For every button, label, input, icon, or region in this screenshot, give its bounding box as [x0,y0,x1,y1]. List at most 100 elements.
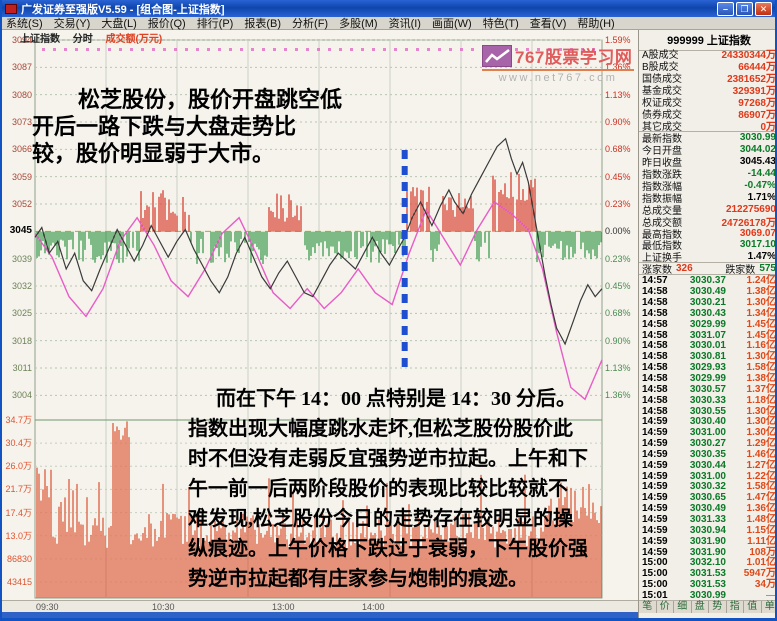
panel-tab-7[interactable]: 单 [762,601,776,613]
tick-row: 14:59 3031.00 1.30亿 [642,427,776,439]
panel-divider [638,30,639,621]
menu-item-11[interactable]: 查看(V) [529,18,567,30]
tick-row: 14:58 3030.81 1.30亿 [642,351,776,363]
percent-tick-label: 0.45% [605,171,631,182]
tick-row: 15:00 3031.53 34万 [642,579,776,591]
tick-row: 14:59 3030.27 1.29亿 [642,438,776,450]
annotation-bottom: 而在下午 14：00 点特别是 14：30 分后。 指数出现大幅度跳水走坏,但松芝… [188,388,588,590]
price-tick-label: 3059 [11,171,32,182]
stats-row: A股成交 24330344万 [642,50,776,62]
tick-row: 14:58 3029.99 1.45亿 [642,318,776,330]
stats-row: 今日开盘 3044.02 [642,143,776,157]
menu-item-2[interactable]: 大盘(L) [101,18,137,30]
menu-item-9[interactable]: 画面(W) [431,18,472,30]
menu-item-8[interactable]: 资讯(I) [388,18,421,30]
stats-row: 国债成交 2381652万 [642,74,776,86]
menu-item-3[interactable]: 报价(Q) [147,18,186,30]
chart-header: 上证指数 分时 成交额(万元) [20,30,163,45]
tick-row: 14:58 3030.49 1.38亿 [642,286,776,298]
percent-tick-label: 0.68% [605,144,631,155]
menu-item-10[interactable]: 特色(T) [482,18,519,30]
percent-tick-label: 0.00% [605,226,631,237]
volume-tick-label: 26.0万 [5,461,32,472]
panel-tab-4[interactable]: 势 [709,601,727,613]
tick-row: 14:59 3030.65 1.47亿 [642,492,776,504]
stats-row: 指数振幅 1.71% [642,191,776,205]
menu-item-1[interactable]: 交易(Y) [53,18,91,30]
volume-tick-label: 30.4万 [5,438,32,449]
panel-tab-6[interactable]: 值 [744,601,762,613]
volume-tick-label: 86830 [6,553,32,564]
title-bar: 广发证券至强版V5.59 - [组合图-上证指数] – ❐ ✕ [2,0,775,17]
watermark-title: 767股票学习网 [515,48,633,67]
stats-row: 昨日收盘 3045.43 [642,155,776,169]
price-tick-label: 3073 [11,116,32,127]
panel-tab-1[interactable]: 价 [657,601,674,613]
menu-item-4[interactable]: 排行(P) [196,18,234,30]
price-tick-label: 3052 [11,198,32,209]
minimize-button[interactable]: – [717,1,734,16]
stats-row: 总成交量 212275690 [642,203,776,217]
close-button[interactable]: ✕ [755,1,772,16]
stats-row: 权证成交 97268万 [642,98,776,110]
stats-row: 最新指数 3030.99 [642,132,776,146]
menu-item-0[interactable]: 系统(S) [6,18,43,30]
percent-tick-label: 1.13% [605,362,631,373]
watermark-url[interactable]: www.net767.com [498,72,618,84]
panel-tab-0[interactable]: 笔 [639,601,657,613]
time-tick-label: 10:30 [152,602,175,612]
menu-item-12[interactable]: 帮助(H) [577,18,615,30]
price-tick-label: 3025 [11,308,32,319]
time-tick-label: 09:30 [36,602,59,612]
tick-row: 15:00 3032.10 1.01亿 [642,557,776,569]
percent-tick-label: 0.90% [605,335,631,346]
stats-row: 上证换手 1.47% [639,251,775,264]
price-tick-label: 3018 [11,335,32,346]
volume-axis-title: 成交额(万元) [105,34,163,45]
tick-row: 14:59 3030.35 1.46亿 [642,448,776,460]
percent-tick-label: 0.90% [605,116,631,127]
price-tick-label: 3011 [12,362,32,373]
stats-row: 基金成交 329391万 [642,86,776,98]
tick-row: 14:59 3031.90 1.11亿 [642,535,776,547]
menu-bar: 系统(S) 交易(Y) 大盘(L) 报价(Q) 排行(P) 报表(B) 分析(F) 多股(M)… [2,17,775,30]
intraday-chart-svg[interactable] [2,30,638,614]
ma-line [34,200,603,401]
time-tick-label: 14:00 [362,602,385,612]
price-line [34,137,603,346]
menu-item-6[interactable]: 分析(F) [292,18,329,30]
price-tick-label: 3087 [11,62,32,73]
tick-row: 14:58 3030.55 1.30亿 [642,405,776,417]
tick-row: 14:59 3030.44 1.27亿 [642,459,776,471]
tick-marker-row [42,48,597,51]
stock-code-header: 999999 上证指数 [639,32,775,51]
menu-item-5[interactable]: 报表(B) [244,18,282,30]
decliners-value: 575 [759,263,776,274]
percent-tick-label: 0.45% [605,280,631,291]
panel-tab-3[interactable]: 盘 [692,601,709,613]
advancers-decliners-row: 涨家数 326 跌家数 575 [639,263,776,276]
stats-row: 最高指数 3069.07 [642,227,776,241]
price-tick-label: 3045 [9,225,32,237]
panel-tab-5[interactable]: 指 [727,601,744,613]
maximize-button[interactable]: ❐ [736,1,753,16]
price-tick-label: 3039 [11,253,32,264]
percent-tick-label: 0.23% [605,253,631,264]
tick-row: 14:58 3030.21 1.30亿 [642,297,776,309]
time-axis: 09:30 10:30 13:00 14:00 [2,600,638,612]
stats-row: B股成交 66444万 [642,62,776,74]
chart-area[interactable]: 上证指数 分时 成交额(万元) 09:30 10:30 13:00 14:00 松芝股… [2,30,638,621]
volume-tick-label: 21.7万 [5,484,32,495]
bottom-scrollbar-strip[interactable] [2,612,638,621]
panel-tab-2[interactable]: 细 [674,601,692,613]
index-stats: A股成交 24330344万 B股成交 66444万 国债成交 2381652万 基金成交 3… [639,48,776,264]
percent-tick-label: 0.23% [605,198,631,209]
time-tick-label: 13:00 [272,602,295,612]
annotation-top: 松芝股份，股价开盘跳空低 开后一路下跌与大盘走势比 较，股价明显弱于大市。 [32,87,343,166]
percent-tick-label: 1.36% [605,390,631,401]
timeframe-label[interactable]: 分时 [72,34,93,45]
window-title: 广发证券至强版V5.59 - [组合图-上证指数] [21,3,225,16]
menu-item-7[interactable]: 多股(M) [339,18,378,30]
center-tick-bars [36,172,602,264]
